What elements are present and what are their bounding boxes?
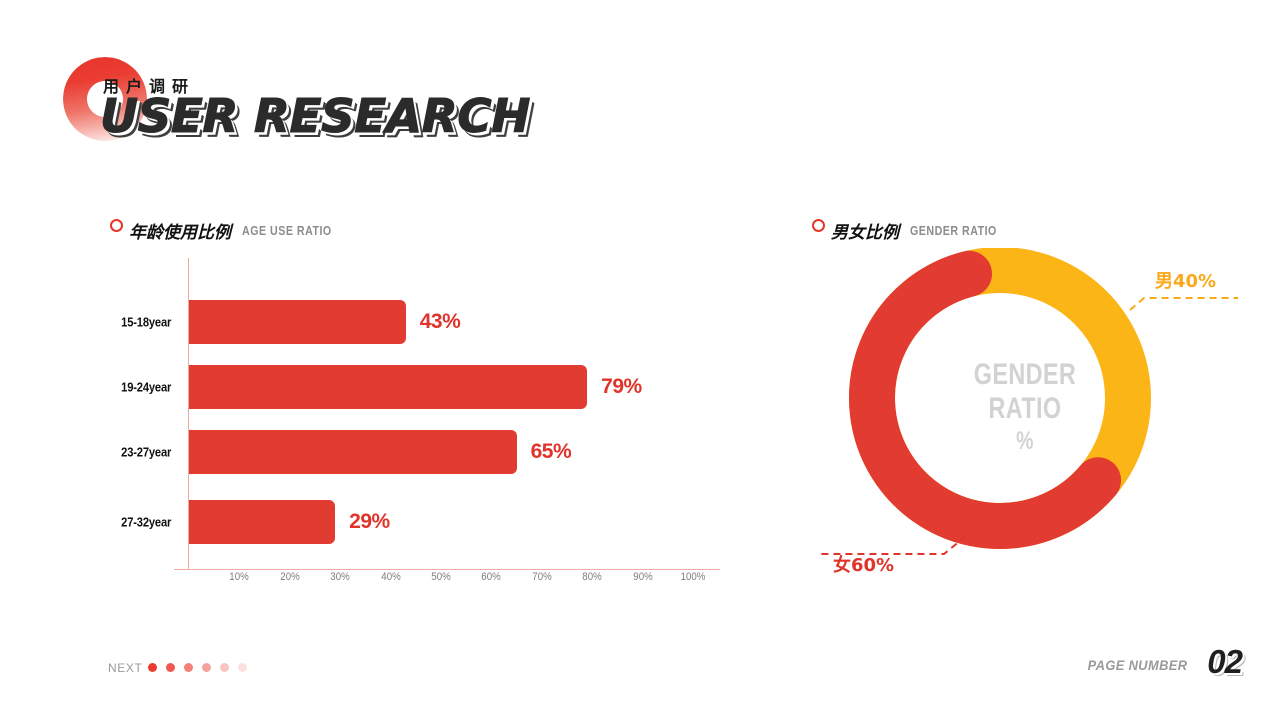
donut-center-line3: % <box>1016 427 1034 455</box>
x-axis-tick: 70% <box>532 571 552 583</box>
x-axis-tick: 100% <box>680 571 706 583</box>
x-axis-tick: 40% <box>380 571 401 583</box>
chart-x-axis-line <box>174 569 720 570</box>
bar-row: 19-24year 79% <box>0 365 760 409</box>
female-leader-line <box>818 535 967 555</box>
donut-label-male: 男40% <box>1155 271 1217 292</box>
slide-header: 用户调研 USER RESEARCH <box>0 0 1280 180</box>
bar-value-label: 79% <box>601 375 642 398</box>
bar-value-label: 29% <box>349 510 390 533</box>
section-title-age-cn: 年龄使用比例 <box>129 223 231 243</box>
pagination-dot[interactable] <box>220 663 229 672</box>
pagination-dot[interactable] <box>184 663 193 672</box>
x-axis-tick: 90% <box>632 571 653 583</box>
bar-track <box>189 365 588 409</box>
age-bar-chart: 15-18year 43% 19-24year 79% 23-27year 65… <box>0 258 760 583</box>
bar-category-label: 27-32year <box>120 514 171 530</box>
pagination-dot[interactable] <box>202 663 211 672</box>
x-axis-tick: 10% <box>229 571 250 583</box>
bar-track <box>189 430 517 474</box>
gender-donut-chart: GENDER RATIO % <box>818 247 1238 588</box>
bar-value-label: 65% <box>530 440 572 463</box>
donut-center-text: GENDER RATIO % <box>945 358 1105 456</box>
bar-category-label: 19-24year <box>120 379 171 395</box>
bar-category-label: 23-27year <box>120 444 171 460</box>
bar-category-label: 15-18year <box>120 314 171 330</box>
donut-center-line1: GENDER <box>973 358 1077 391</box>
donut-slice-female <box>849 250 1122 549</box>
red-circle-bullet-icon <box>812 219 825 232</box>
x-axis-tick: 30% <box>330 571 350 583</box>
donut-center-line2: RATIO <box>988 392 1062 425</box>
bar-fill <box>189 365 588 409</box>
pagination-dot[interactable] <box>238 663 247 672</box>
section-heading-age: 年龄使用比例 AGE USE RATIO <box>110 218 351 243</box>
donut-label-female: 女60% <box>833 555 895 576</box>
x-axis-tick: 80% <box>582 571 602 583</box>
section-heading-gender: 男女比例 GENDER RATIO <box>812 218 1016 243</box>
bar-row: 15-18year 43% <box>0 300 760 344</box>
donut-svg <box>818 247 1238 555</box>
pagination-dots[interactable] <box>148 663 247 672</box>
bar-row: 23-27year 65% <box>0 430 760 474</box>
section-title-age-en: AGE USE RATIO <box>242 223 332 238</box>
header-title-cn: 用户调研 <box>103 77 196 96</box>
bar-fill <box>189 300 406 344</box>
chart-y-axis-line <box>188 258 189 570</box>
red-circle-bullet-icon <box>110 219 123 232</box>
bar-track <box>189 300 406 344</box>
bar-fill <box>189 430 517 474</box>
bar-fill <box>189 500 336 544</box>
bar-track <box>189 500 336 544</box>
x-axis-tick: 20% <box>280 571 300 583</box>
bar-value-label: 43% <box>419 310 461 333</box>
male-leader-line <box>1129 297 1238 311</box>
section-title-gender-cn: 男女比例 <box>831 223 899 243</box>
next-label[interactable]: NEXT <box>108 661 143 675</box>
page-number-label: PAGE NUMBER <box>1087 657 1187 673</box>
pagination-dot[interactable] <box>166 663 175 672</box>
page-number-value: 02 <box>1207 643 1243 680</box>
x-axis-tick: 60% <box>481 571 502 583</box>
bar-row: 27-32year 29% <box>0 500 760 544</box>
gradient-ring-icon <box>63 57 147 141</box>
header-title-en: USER RESEARCH <box>99 89 530 143</box>
pagination-dot[interactable] <box>148 663 157 672</box>
x-axis-tick: 50% <box>431 571 451 583</box>
section-title-gender-en: GENDER RATIO <box>910 223 997 238</box>
